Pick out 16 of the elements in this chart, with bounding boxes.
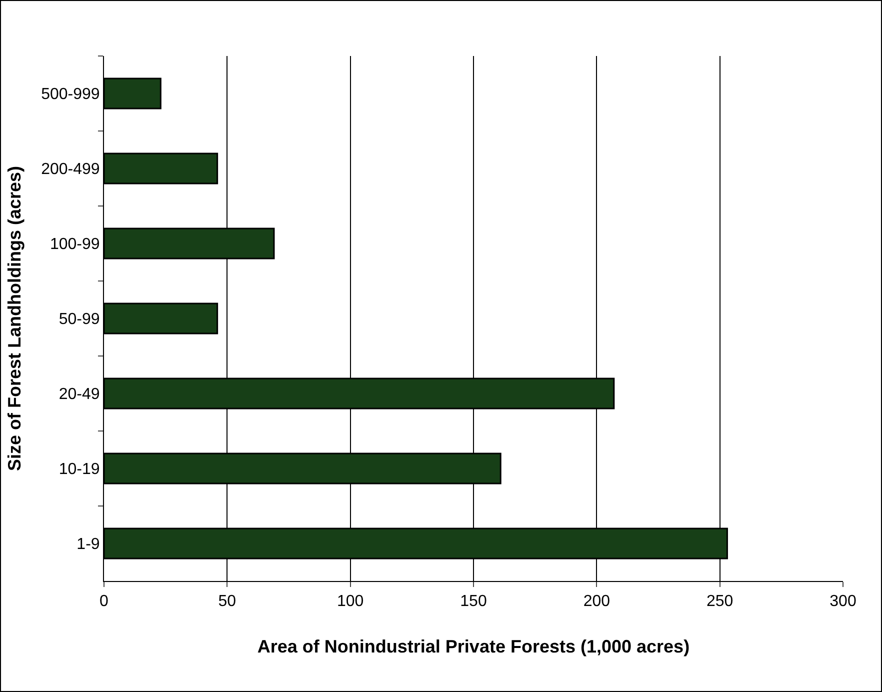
y-tick-label: 200-499 (41, 161, 100, 178)
x-tick-label: 100 (336, 593, 364, 610)
x-tick-label: 0 (100, 593, 109, 610)
x-tick-label: 300 (830, 593, 856, 610)
y-tick-label: 50-99 (58, 311, 100, 328)
x-tick-label: 250 (706, 593, 734, 610)
y-tick-label: 1-9 (76, 536, 100, 554)
x-tick-label: 200 (583, 593, 610, 610)
y-tick-label: 10-19 (58, 461, 100, 478)
y-tick-label: 100-99 (50, 236, 100, 254)
y-axis-title: Size of Forest Landholdings (acres) (4, 166, 24, 472)
y-tick-label: 500-999 (41, 86, 100, 104)
x-tick-label: 50 (218, 593, 236, 610)
y-tick-label: 20-49 (58, 386, 100, 404)
x-axis-title: Area of Nonindustrial Private Forests (1,000 acres) (257, 636, 690, 656)
x-tick-label: 150 (460, 593, 487, 610)
